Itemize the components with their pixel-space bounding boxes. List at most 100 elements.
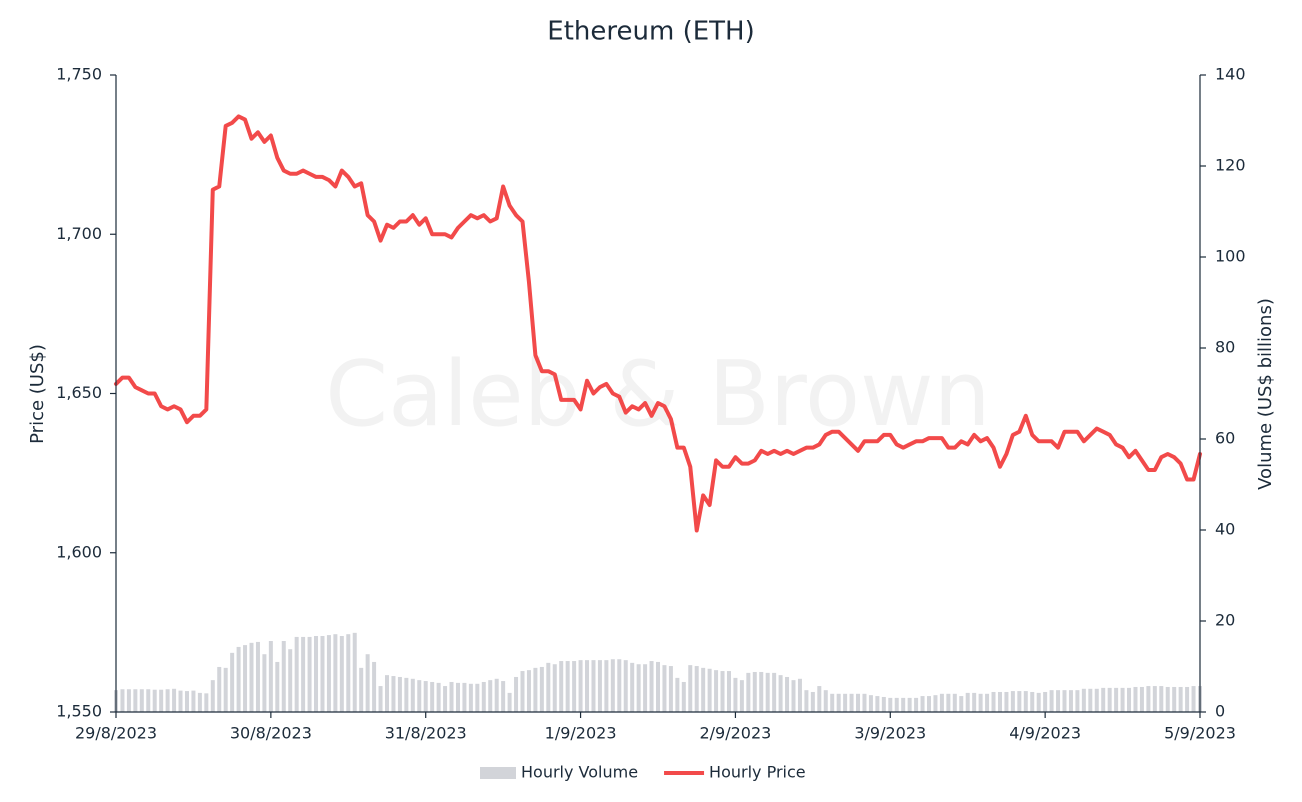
volume-bar <box>475 683 480 712</box>
volume-bar <box>972 692 977 712</box>
volume-bar <box>372 661 377 712</box>
volume-bar <box>894 697 899 712</box>
y2-tick-label: 140 <box>1215 65 1246 84</box>
y-tick-label: 1,600 <box>56 542 102 561</box>
chart-title: Ethereum (ETH) <box>547 17 754 47</box>
volume-bar <box>1185 686 1190 712</box>
volume-bar <box>1068 690 1073 712</box>
volume-bar <box>1004 691 1009 712</box>
volume-bar <box>462 682 467 712</box>
volume-bar <box>539 666 544 712</box>
volume-bar <box>597 660 602 712</box>
volume-bar <box>1139 686 1144 712</box>
volume-bar <box>985 693 990 712</box>
volume-bar <box>1191 686 1196 712</box>
volume-bar <box>681 681 686 712</box>
volume-bar <box>1049 690 1054 712</box>
volume-bar <box>307 636 312 712</box>
volume-bar <box>339 636 344 712</box>
volume-bar <box>488 680 493 712</box>
x-tick-label: 1/9/2023 <box>545 724 617 743</box>
volume-bar <box>836 693 841 712</box>
y2-tick-label: 40 <box>1215 520 1235 539</box>
volume-bar <box>559 661 564 712</box>
volume-bar <box>146 689 151 712</box>
volume-bar <box>436 682 441 712</box>
legend-label: Hourly Price <box>709 763 806 782</box>
volume-bar <box>810 691 815 712</box>
volume-bar <box>455 682 460 712</box>
volume-bar <box>197 692 202 712</box>
volume-bar <box>881 696 886 712</box>
volume-bar <box>326 635 331 712</box>
volume-bar <box>268 641 273 712</box>
y-tick-label: 1,550 <box>56 702 102 721</box>
volume-bar <box>346 634 351 712</box>
volume-bar <box>991 691 996 712</box>
volume-bar <box>210 680 215 712</box>
volume-bar <box>636 664 641 712</box>
volume-bar <box>965 692 970 712</box>
volume-bar <box>856 693 861 712</box>
volume-bar <box>862 693 867 712</box>
volume-bar <box>159 689 164 712</box>
volume-bar <box>1114 687 1119 712</box>
volume-bar <box>262 654 267 712</box>
volume-bar <box>249 642 254 712</box>
volume-bar <box>739 680 744 712</box>
volume-bar <box>765 672 770 712</box>
price-line <box>114 114 1202 533</box>
volume-bar <box>320 636 325 712</box>
volume-bar <box>230 652 235 712</box>
volume-bar <box>423 681 428 712</box>
volume-bar <box>804 690 809 712</box>
volume-bar <box>514 676 519 712</box>
volume-bar <box>720 671 725 712</box>
x-tick-label: 3/9/2023 <box>854 724 926 743</box>
volume-bar <box>1017 691 1022 712</box>
volume-bar <box>494 678 499 712</box>
volume-bar <box>1133 686 1138 712</box>
y-tick-label: 1,650 <box>56 383 102 402</box>
volume-bar <box>920 696 925 712</box>
volume-bar <box>178 690 183 712</box>
volume-bar <box>623 660 628 712</box>
volume-bar <box>1062 690 1067 712</box>
volume-bar <box>733 677 738 712</box>
x-tick-label: 31/8/2023 <box>385 724 467 743</box>
y-axis-title: Price (US$) <box>27 344 48 444</box>
volume-bar <box>868 695 873 712</box>
watermark: Caleb & Brown <box>325 342 990 447</box>
volume-bar <box>914 697 919 712</box>
volume-bar <box>314 636 319 712</box>
volume-bar <box>139 689 144 712</box>
x-tick-label: 29/8/2023 <box>75 724 157 743</box>
volume-bar <box>152 689 157 712</box>
volume-bar <box>1107 687 1112 712</box>
volume-bar <box>365 654 370 712</box>
volume-bar <box>694 666 699 712</box>
volume-bar <box>830 693 835 712</box>
volume-bar <box>120 689 125 712</box>
volume-bar <box>875 696 880 712</box>
volume-bar <box>481 681 486 712</box>
volume-bar <box>1075 690 1080 712</box>
volume-bar <box>552 664 557 712</box>
volume-bar <box>520 671 525 712</box>
x-tick-label: 4/9/2023 <box>1009 724 1081 743</box>
volume-bar <box>1043 691 1048 712</box>
volume-bar <box>294 636 299 712</box>
y2-tick-label: 0 <box>1215 702 1225 721</box>
volume-bar <box>443 686 448 712</box>
volume-bar <box>907 697 912 712</box>
volume-bar <box>997 691 1002 712</box>
volume-bar <box>288 649 293 712</box>
legend-label: Hourly Volume <box>521 763 638 782</box>
volume-bar <box>1023 691 1028 712</box>
volume-bar <box>946 693 951 712</box>
volume-bar <box>1127 687 1132 712</box>
y2-tick-label: 100 <box>1215 247 1246 266</box>
volume-bar <box>688 665 693 712</box>
volume-bar <box>959 696 964 712</box>
